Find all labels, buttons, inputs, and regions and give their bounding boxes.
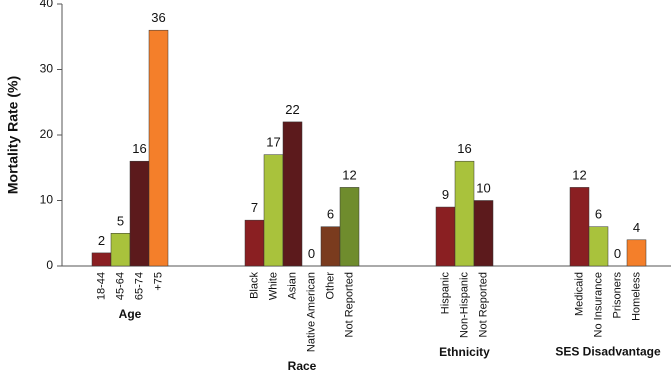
bar	[588, 226, 609, 267]
bar	[148, 29, 169, 267]
x-tick-label: 65-74	[133, 272, 145, 300]
x-tick-label: Other	[324, 272, 336, 300]
data-label: 4	[633, 220, 640, 235]
bar	[320, 226, 341, 267]
bar	[569, 187, 590, 267]
x-tick-label: Not Reported	[343, 272, 355, 337]
x-tick-label: No Insurance	[592, 272, 604, 337]
bar	[244, 219, 265, 267]
data-label: 12	[342, 167, 356, 182]
data-label: 17	[266, 135, 280, 150]
group-label: Race	[288, 359, 317, 373]
data-label: 7	[251, 200, 258, 215]
x-tick-label: Asian	[286, 272, 298, 300]
x-tick-label: Not Reported	[477, 272, 489, 337]
data-label: 9	[442, 187, 449, 202]
bar	[435, 206, 456, 267]
bar	[473, 200, 494, 267]
data-label: 5	[117, 213, 124, 228]
data-label: 6	[327, 207, 334, 222]
x-tick-label: Non-Hispanic	[458, 272, 470, 339]
bar	[110, 233, 131, 267]
x-tick-label: 18-44	[95, 272, 107, 300]
bar	[454, 160, 475, 267]
bar	[282, 121, 303, 267]
data-label: 22	[285, 102, 299, 117]
bar	[339, 187, 360, 267]
x-tick-label: Homeless	[630, 272, 642, 321]
data-label: 10	[476, 181, 490, 196]
data-label: 36	[151, 10, 165, 25]
y-tick-label: 0	[46, 258, 53, 272]
data-label: 16	[132, 141, 146, 156]
y-tick-label: 20	[40, 127, 54, 141]
y-tick-label: 10	[40, 193, 54, 207]
y-tick-label: 30	[40, 62, 54, 76]
group-label: Age	[119, 307, 142, 321]
bar	[263, 154, 284, 267]
x-tick-label: Prisoners	[611, 272, 623, 319]
x-tick-label: Medicaid	[573, 272, 585, 316]
x-tick-label: Black	[248, 272, 260, 299]
bar	[129, 160, 150, 267]
data-label: 0	[308, 246, 315, 261]
data-label: 2	[98, 233, 105, 248]
x-tick-label: 45-64	[114, 272, 126, 300]
x-tick-label: White	[267, 272, 279, 300]
data-label: 12	[572, 167, 586, 182]
bar	[626, 239, 647, 267]
y-tick-label: 40	[40, 0, 54, 10]
x-tick-label: Native American	[305, 272, 317, 352]
x-tick-label: +75	[152, 272, 164, 291]
group-label: SES Disadvantage	[555, 344, 661, 358]
bar	[91, 252, 112, 267]
data-label: 6	[595, 207, 602, 222]
x-tick-label: Hispanic	[439, 272, 451, 315]
group-label: Ethnicity	[439, 345, 490, 359]
data-label: 0	[614, 246, 621, 261]
y-axis-label: Mortality Rate (%)	[5, 76, 21, 194]
data-label: 16	[457, 141, 471, 156]
